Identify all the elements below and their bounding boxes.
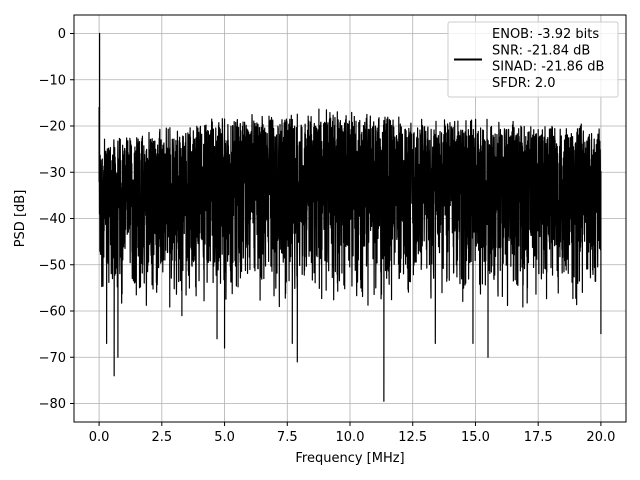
legend-sfdr: SFDR: 2.0	[492, 76, 556, 91]
psd-series	[98, 32, 602, 402]
y-tick-label: −10	[39, 73, 66, 88]
legend-box	[447, 21, 619, 98]
y-tick-label: −50	[39, 258, 66, 273]
psd-trace	[98, 32, 602, 402]
legend-snr: SNR: -21.84 dB	[492, 43, 590, 58]
y-tick-label: −60	[39, 305, 66, 320]
y-tick-label: −40	[39, 212, 66, 227]
legend: ENOB: -3.92 bits SNR: -21.84 dB SINAD: -…	[447, 21, 619, 98]
x-ticks: 0.0 2.5 5.0 7.5 10.0 12.5 15.0 17.5 20.0	[89, 422, 615, 445]
legend-enob: ENOB: -3.92 bits	[492, 27, 599, 42]
x-tick-label: 7.5	[277, 430, 298, 445]
x-tick-label: 20.0	[586, 430, 615, 445]
x-tick-label: 12.5	[398, 430, 427, 445]
y-tick-label: −20	[39, 120, 66, 135]
y-axis-label: PSD [dB]	[13, 190, 28, 248]
y-tick-label: −70	[39, 351, 66, 366]
y-tick-label: 0	[58, 27, 66, 42]
x-axis-label: Frequency [MHz]	[295, 451, 404, 466]
y-ticks: 0 −10 −20 −30 −40 −50 −60 −70 −80	[39, 27, 74, 412]
x-tick-label: 17.5	[524, 430, 553, 445]
x-tick-label: 15.0	[461, 430, 490, 445]
x-tick-label: 10.0	[336, 430, 365, 445]
x-tick-label: 5.0	[214, 430, 235, 445]
y-tick-label: −30	[39, 166, 66, 181]
x-tick-label: 2.5	[151, 430, 172, 445]
x-tick-label: 0.0	[89, 430, 110, 445]
y-tick-label: −80	[39, 397, 66, 412]
legend-sinad: SINAD: -21.86 dB	[492, 60, 604, 75]
